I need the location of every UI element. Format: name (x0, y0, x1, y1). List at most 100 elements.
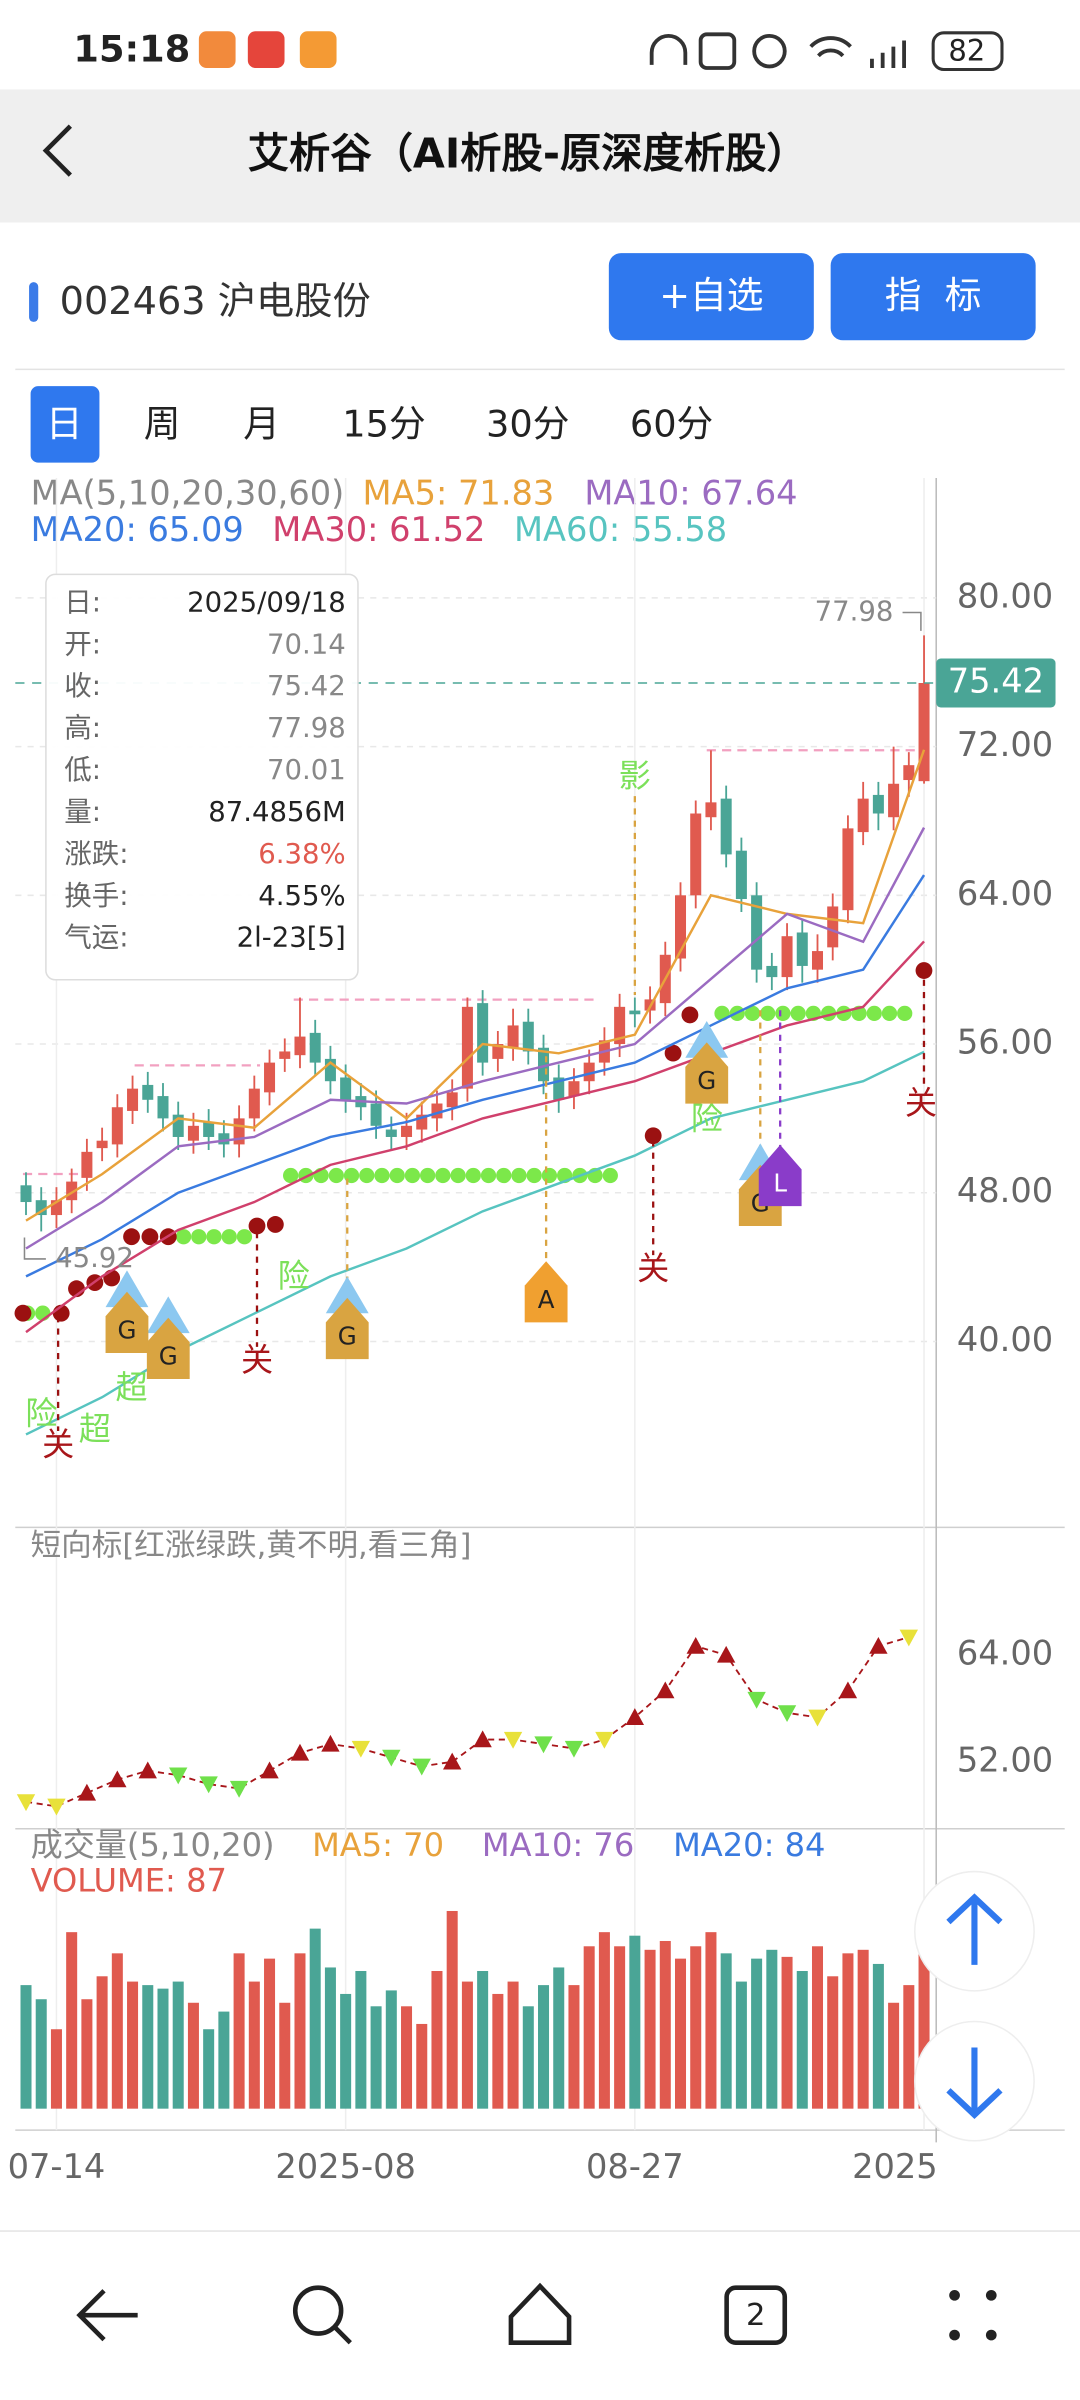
volume-bar (401, 2006, 413, 2109)
candle-body (705, 802, 717, 818)
signal-dot (496, 1167, 512, 1184)
signal-dot (248, 1217, 266, 1235)
tooltip-label: 气运: (64, 922, 128, 954)
signal-dot (644, 1127, 662, 1145)
tooltip-value: 2025/09/18 (187, 586, 346, 618)
nav-tabs[interactable] (724, 2285, 788, 2346)
signal-dot (359, 1167, 375, 1184)
tab[interactable]: 日 (46, 402, 83, 445)
panel-title: 短向标[红涨绿跌,黄不明,看三角] (31, 1529, 472, 1564)
signal-marker: 关 (241, 1341, 273, 1379)
candle-body (827, 906, 839, 948)
x-tick-label: 2025 (852, 2147, 938, 2186)
volume-bar (355, 1970, 367, 2109)
volume-bar (446, 1910, 458, 2109)
candle-body (279, 1051, 291, 1059)
ma-legend: MA60: 55.58 (514, 510, 727, 549)
candle-body (461, 1006, 473, 1089)
tooltip-value: 87.4856M (208, 796, 346, 828)
short-triangle (625, 1708, 645, 1725)
signal-dot (221, 1229, 237, 1245)
candle-body (340, 1077, 352, 1100)
signal-dot (123, 1228, 140, 1246)
volume-bar (568, 1985, 580, 2109)
volume-bar (644, 1949, 656, 2109)
volume-bar (888, 2002, 900, 2109)
signal-dot (744, 1005, 761, 1022)
tooltip-label: 低: (64, 754, 101, 786)
arrow-down (946, 2047, 1003, 2119)
candle-body (187, 1125, 199, 1141)
candle-body (233, 1118, 245, 1145)
signal-marker: 影 (619, 757, 651, 795)
ma-legend: MA30: 61.52 (272, 510, 485, 549)
button-label[interactable]: 指 标 (885, 274, 982, 317)
signal-badge (146, 1317, 190, 1379)
signal-dot (389, 1167, 405, 1184)
add-watchlist-button[interactable] (608, 253, 814, 341)
battery (931, 31, 1004, 72)
candle-body (781, 936, 793, 978)
indicator-button[interactable] (830, 253, 1036, 341)
volume-bar (614, 1946, 626, 2109)
candle-body (903, 765, 915, 781)
volume-bar (675, 1958, 687, 2109)
nav-home[interactable] (508, 2282, 572, 2346)
candle-body (918, 683, 930, 782)
short-triangle (808, 1709, 827, 1727)
volume-bar (522, 2006, 534, 2109)
candle-body (446, 1092, 458, 1108)
volume-bar (507, 1981, 519, 2109)
signal-badge (758, 1144, 802, 1207)
volume-bar (766, 1949, 778, 2109)
volume-bar (538, 1985, 550, 2109)
short-triangle (229, 1780, 249, 1798)
volume-bar (264, 1958, 276, 2109)
short-triangle (382, 1749, 401, 1767)
signal-marker: 关 (905, 1084, 937, 1122)
signal-dot (266, 1216, 284, 1233)
signal-dot (790, 1005, 806, 1022)
volume-bar (857, 1949, 869, 2109)
tooltip-value: 70.01 (267, 754, 346, 786)
y-tick-label: 80.00 (957, 576, 1053, 615)
signal-dot (681, 1006, 699, 1024)
signal-dot (526, 1167, 542, 1184)
tooltip-label: 开: (64, 628, 101, 660)
signal-badge-label: A (538, 1285, 555, 1314)
ma-legend: MA5: 71.83 (363, 473, 555, 512)
back-button[interactable] (42, 124, 72, 177)
volume-bar (127, 1981, 139, 2109)
signal-badge-glow (105, 1270, 149, 1308)
tab[interactable]: 30分 (486, 402, 569, 445)
volume-legend: VOLUME: 87 (31, 1861, 227, 1899)
nav-menu[interactable] (949, 2289, 997, 2341)
volume-bar (690, 1946, 702, 2109)
short-triangle (260, 1761, 279, 1779)
tab[interactable]: 月 (243, 402, 280, 445)
volume-bar (492, 1993, 504, 2109)
tab[interactable]: 60分 (630, 402, 713, 445)
signal-badge-label: G (159, 1342, 178, 1371)
candle-body (614, 1006, 626, 1045)
tab[interactable]: 15分 (342, 402, 425, 445)
last-price-label: 75.42 (948, 662, 1044, 701)
candle-body (96, 1140, 108, 1149)
arrow-up (946, 1893, 1003, 1965)
short-triangle (534, 1736, 553, 1754)
signal-marker: 超 (116, 1369, 148, 1407)
volume-bar (370, 2006, 382, 2109)
ma-line (25, 940, 925, 1334)
candle-body (477, 1003, 489, 1063)
short-triangle (473, 1730, 492, 1748)
status-bar (0, 0, 1080, 90)
tab[interactable]: 周 (144, 402, 181, 445)
short-triangle (503, 1731, 523, 1749)
tab-active[interactable] (30, 386, 100, 463)
nav-back[interactable] (76, 2289, 138, 2342)
volume-bar (477, 1970, 489, 2109)
tooltip-value: 4.55% (258, 880, 345, 912)
short-triangle (412, 1758, 431, 1776)
nav-search[interactable] (292, 2285, 352, 2345)
button-label[interactable]: +自选 (659, 274, 763, 317)
